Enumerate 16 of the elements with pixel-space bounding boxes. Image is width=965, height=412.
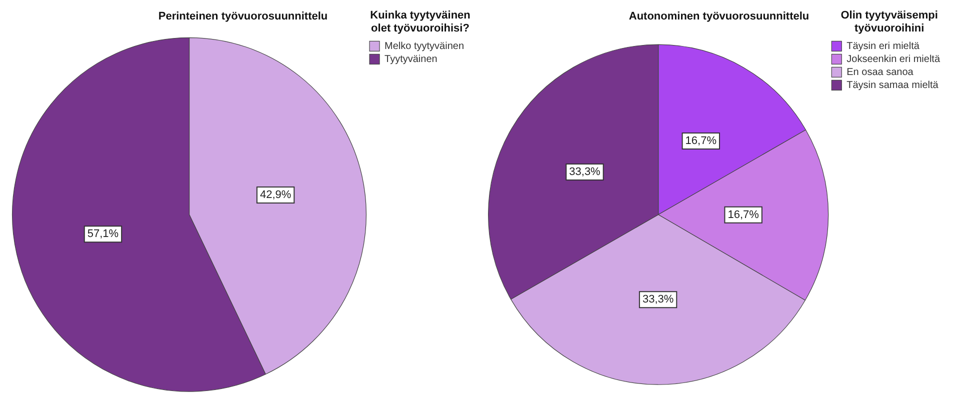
- data-label: 42,9%: [260, 189, 292, 202]
- legend-label: En osaa sanoa: [846, 66, 914, 78]
- data-label: 16,7%: [728, 208, 760, 221]
- data-label: 57,1%: [87, 228, 119, 240]
- data-label: 33,3%: [569, 166, 601, 178]
- legend-title: Olin tyytyväisempi työvuoroihini: [840, 10, 938, 35]
- data-label: 16,7%: [685, 135, 717, 148]
- legend-title: Kuinka tyytyväinen olet työvuoroihisi?: [370, 10, 471, 35]
- legend-label: Täysin samaa mieltä: [846, 80, 939, 91]
- legend-label: Jokseenkin eri mieltä: [846, 54, 940, 65]
- legend-label: Melko tyytyväinen: [384, 40, 464, 52]
- data-label: 33,3%: [642, 294, 674, 306]
- legend-label: Täysin eri mieltä: [846, 40, 920, 52]
- chart-title: Autonominen työvuorosuunnittelu: [628, 10, 810, 23]
- legend-label: Tyytyväinen: [384, 54, 438, 65]
- chart-title: Perinteinen työvuorosuunnittelu: [158, 10, 328, 23]
